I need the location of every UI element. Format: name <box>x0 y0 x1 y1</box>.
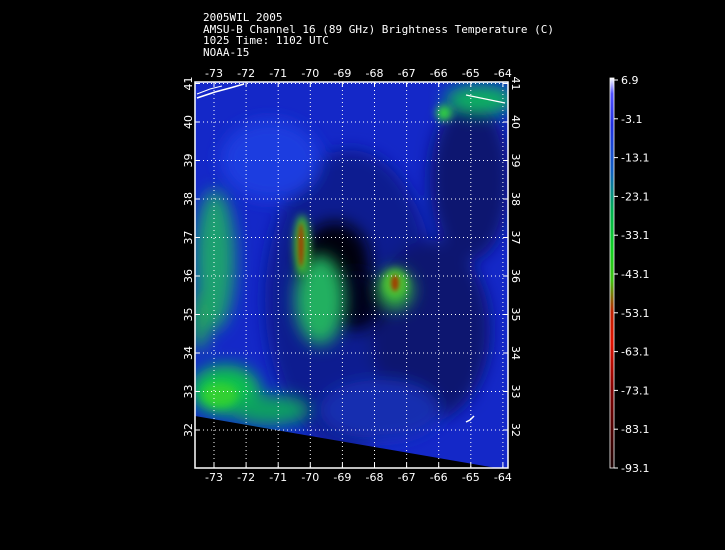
colorbar-label: -13.1 <box>621 152 649 165</box>
colorbar-label: -3.1 <box>621 113 642 126</box>
lon-tick-label-top: -68 <box>366 67 384 80</box>
lat-tick-label-left: 33 <box>182 385 195 399</box>
lon-tick-label-bottom: -66 <box>430 471 448 484</box>
lon-tick-label-bottom: -70 <box>301 471 319 484</box>
brightness-temperature-image <box>195 82 508 468</box>
colorbar-label: -53.1 <box>621 307 649 320</box>
lon-tick-label-top: -70 <box>301 67 319 80</box>
lon-tick-label-bottom: -68 <box>366 471 384 484</box>
lat-tick-label-left: 40 <box>182 115 195 129</box>
storm-id-label: 2005WIL 2005 <box>203 11 283 24</box>
header-text: 2005WIL 2005 AMSU-B Channel 16 (89 GHz) B… <box>203 12 554 58</box>
colorbar-label: -73.1 <box>621 384 649 397</box>
lat-tick-label-left: 34 <box>182 346 195 360</box>
lat-lon-grid: -73 -73 -72 -72 -71 -71 -70 -70 -69 -69 -68 -68 -67 -… <box>182 67 522 484</box>
lon-tick-label-top: -72 <box>237 67 255 80</box>
lat-tick-label-right: 32 <box>509 423 522 437</box>
lat-tick-label-left: 41 <box>182 77 195 91</box>
lat-tick-label-left: 32 <box>182 423 195 437</box>
lon-tick-label-bottom: -73 <box>205 471 223 484</box>
colorbar-label: -83.1 <box>621 423 649 436</box>
colorbar-scale <box>610 78 614 468</box>
lat-tick-label-right: 35 <box>509 308 522 322</box>
lat-tick-label-right: 41 <box>509 77 522 91</box>
lon-tick-label-bottom: -64 <box>494 471 512 484</box>
lon-tick-label-top: -69 <box>333 67 351 80</box>
lat-tick-label-right: 40 <box>509 115 522 129</box>
lat-tick-label-right: 37 <box>509 231 522 245</box>
lon-tick-label-top: -71 <box>269 67 287 80</box>
lon-tick-label-bottom: -72 <box>237 471 255 484</box>
lon-tick-label-bottom: -67 <box>398 471 416 484</box>
lon-tick-label-bottom: -65 <box>462 471 480 484</box>
colorbar-label: -93.1 <box>621 462 649 475</box>
product-title: AMSU-B Channel 16 (89 GHz) Brightness Te… <box>203 22 554 36</box>
lon-tick-label-top: -65 <box>462 67 480 80</box>
lat-tick-label-left: 39 <box>182 154 195 168</box>
lon-tick-label-top: -73 <box>205 67 223 80</box>
lat-tick-label-left: 37 <box>182 231 195 245</box>
lat-tick-label-left: 38 <box>182 192 195 206</box>
colorbar-label: 6.9 <box>621 74 639 87</box>
lat-tick-label-right: 39 <box>509 154 522 168</box>
lat-tick-label-left: 35 <box>182 308 195 322</box>
lat-tick-label-right: 34 <box>509 346 522 360</box>
lon-tick-label-top: -64 <box>494 67 512 80</box>
lon-tick-label-bottom: -69 <box>333 471 351 484</box>
lon-tick-label-top: -67 <box>398 67 416 80</box>
colorbar-label: -43.1 <box>621 268 649 281</box>
map-frame <box>194 81 509 469</box>
lat-tick-label-left: 36 <box>182 269 195 283</box>
lon-tick-label-top: -66 <box>430 67 448 80</box>
colorbar-label: -63.1 <box>621 346 649 359</box>
colorbar-label: -33.1 <box>621 229 649 242</box>
lat-tick-label-right: 38 <box>509 192 522 206</box>
satellite-label: NOAA-15 <box>203 45 250 59</box>
lat-tick-label-right: 36 <box>509 269 522 283</box>
lat-tick-label-right: 33 <box>509 385 522 399</box>
lon-tick-label-bottom: -71 <box>269 471 287 484</box>
time-label: 1025 Time: 1102 UTC <box>203 34 329 47</box>
colorbar: 6.9 -3.1 -13.1 -23.1 -33.1 -43.1 -53.1 -63.1 -73… <box>609 74 649 475</box>
colorbar-label: -23.1 <box>621 190 649 203</box>
